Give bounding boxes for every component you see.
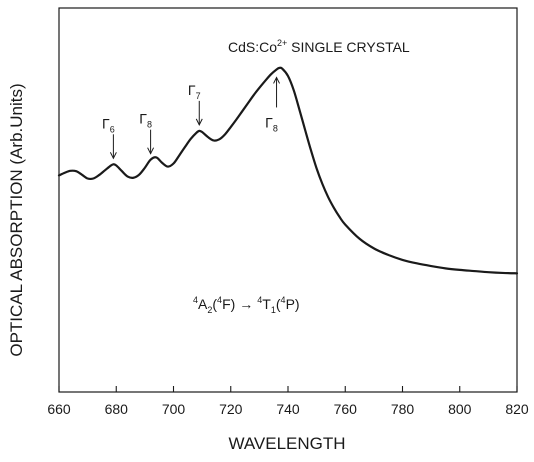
x-axis-ticks	[58, 386, 518, 392]
annotation-subscript: 6	[110, 124, 115, 134]
y-axis-label: OPTICAL ABSORPTION (Arb.Units)	[7, 83, 26, 356]
transition-state2: P)	[286, 296, 300, 312]
x-tick-label: 700	[162, 401, 186, 417]
x-tick-label: 740	[276, 401, 300, 417]
x-axis-tick-labels: 660 680 700 720 740 760 780 800 820	[47, 401, 529, 417]
x-tick-label: 720	[219, 401, 243, 417]
annotation-subscript: 8	[147, 120, 152, 130]
annotation-label: Γ7	[188, 82, 201, 101]
transition-sub1: 2	[207, 305, 212, 315]
x-tick-label: 660	[47, 401, 71, 417]
annotation-symbol: Γ	[188, 82, 196, 98]
annotation-label: Γ6	[102, 115, 115, 134]
x-tick-label: 780	[391, 401, 415, 417]
annotation-symbol: Γ	[139, 111, 147, 127]
title-rest: SINGLE CRYSTAL	[287, 39, 410, 55]
x-tick-label: 760	[334, 401, 358, 417]
annotation-arrowhead	[195, 118, 203, 126]
annotation-label: Γ8	[139, 111, 152, 130]
transition-sup2b: 4	[281, 295, 286, 305]
transition-sup1: 4	[193, 295, 198, 305]
chart-title: CdS:Co2+ SINGLE CRYSTAL	[228, 38, 410, 55]
annotation-arrowhead	[273, 76, 280, 84]
x-axis-label: WAVELENGTH	[228, 434, 345, 453]
transition-term1: A	[198, 296, 208, 312]
transition-sup1b: 4	[217, 295, 222, 305]
plot-frame	[58, 7, 518, 393]
transition-sup2: 4	[257, 295, 262, 305]
transition-label: 4A2(4F) → 4T1(4P)	[193, 295, 300, 315]
annotation-arrowhead	[147, 147, 155, 155]
x-tick-label: 820	[505, 401, 529, 417]
x-tick-label: 800	[448, 401, 472, 417]
annotation-arrowhead	[109, 152, 117, 160]
x-tick-label: 680	[105, 401, 129, 417]
transition-open1: (	[212, 296, 217, 312]
annotation-subscript: 7	[196, 91, 201, 101]
transition-arrow: →	[239, 296, 253, 312]
title-formula: CdS:Co	[228, 39, 277, 55]
transition-sub2: 1	[271, 305, 276, 315]
annotation-symbol: Γ	[265, 114, 273, 130]
title-charge: 2+	[277, 38, 287, 48]
transition-term2: T	[262, 296, 271, 312]
annotation-label: Γ8	[265, 114, 278, 133]
absorption-curve	[57, 66, 519, 275]
annotation-subscript: 8	[273, 123, 278, 133]
annotation-symbol: Γ	[102, 115, 110, 131]
transition-open2: (	[276, 296, 281, 312]
transition-state1: F)	[222, 296, 235, 312]
